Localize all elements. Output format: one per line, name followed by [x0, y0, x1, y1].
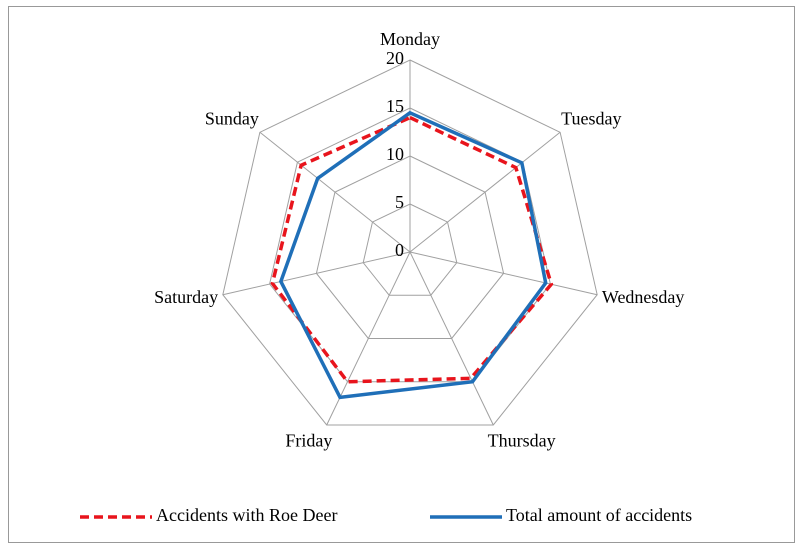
legend-label: Accidents with Roe Deer [156, 505, 337, 525]
spoke [409, 251, 494, 426]
category-label: Wednesday [602, 287, 685, 307]
r-tick-label: 0 [395, 240, 404, 260]
r-tick-label: 20 [386, 48, 404, 68]
category-label: Thursday [488, 430, 556, 450]
series-line [278, 110, 548, 400]
r-tick-label: 15 [386, 96, 404, 116]
r-tick-label: 10 [386, 144, 404, 164]
category-label: Friday [285, 430, 332, 450]
chart-frame [8, 6, 795, 543]
category-label: Saturday [154, 287, 218, 307]
grid-ring [222, 59, 598, 426]
series-line [270, 115, 554, 384]
grid-ring [315, 155, 505, 339]
spoke [222, 251, 411, 296]
legend-label: Total amount of accidents [506, 505, 692, 525]
category-label: Sunday [205, 108, 259, 128]
spoke [259, 131, 411, 253]
category-label: Monday [380, 29, 440, 49]
spoke [409, 131, 561, 253]
spoke [409, 251, 598, 296]
grid-ring [362, 203, 458, 296]
category-label: Tuesday [561, 108, 621, 128]
r-tick-label: 5 [395, 192, 404, 212]
